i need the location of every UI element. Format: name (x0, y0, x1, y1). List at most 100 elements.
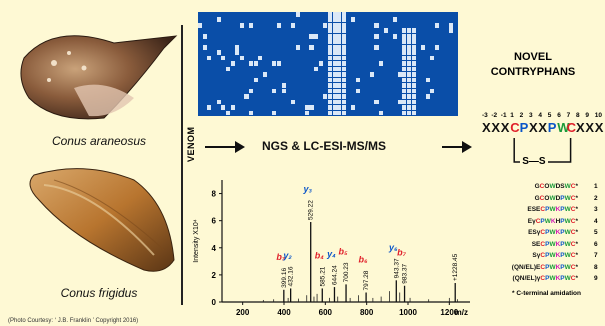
alignment-cell (406, 39, 412, 45)
peptide-number: 8 (594, 263, 598, 271)
alignment-cell (309, 44, 314, 50)
alignment-cell (332, 12, 337, 17)
alignment-cell (332, 88, 337, 94)
peak-ion-label: b₆ (359, 255, 368, 265)
alignment-cell (402, 33, 407, 39)
alignment-cell (328, 50, 333, 55)
x-tick-label: 1000 (399, 308, 417, 317)
alignment-cell (341, 17, 347, 23)
alignment-cell (411, 39, 416, 45)
x-axis-label: m/z (455, 308, 468, 317)
sequence-alignment (198, 12, 458, 116)
alignment-cell (411, 55, 416, 61)
alignment-cell (411, 105, 416, 110)
alignment-cell (374, 99, 379, 105)
alignment-cell (207, 105, 212, 110)
alignment-cell (328, 83, 333, 88)
alignment-cell (276, 22, 282, 28)
alignment-cell (411, 33, 416, 39)
alignment-cell (406, 50, 412, 55)
alignment-cell (337, 66, 342, 72)
peak-ion-label: b₃ (276, 252, 285, 262)
alignment-cell (337, 12, 342, 17)
peptide-sequence: SECPWKPWC* (531, 240, 578, 248)
alignment-cell (341, 33, 347, 39)
alignment-cell (411, 94, 416, 99)
alignment-cell (328, 110, 333, 116)
alignment-cell (406, 33, 412, 39)
alignment-cell (328, 33, 333, 39)
alignment-cell (225, 66, 230, 72)
alignment-cell (332, 72, 337, 77)
alignment-cell (337, 50, 342, 55)
alignment-cell (318, 61, 323, 66)
alignment-cell (393, 17, 398, 23)
alignment-cell (341, 55, 347, 61)
alignment-cell (411, 77, 416, 83)
alignment-cell (258, 55, 263, 61)
motif-residue: C (510, 120, 520, 135)
alignment-cell (406, 44, 412, 50)
alignment-cell (402, 55, 407, 61)
alignment-cell (411, 72, 416, 77)
peak-mz-label: 585.21 (319, 266, 326, 286)
alignment-cell (230, 105, 235, 110)
alignment-cell (406, 72, 412, 77)
shell-photo-conus-frigidus (14, 160, 184, 280)
alignment-cell (411, 99, 416, 105)
alignment-cell (406, 55, 412, 61)
alignment-cell (235, 44, 240, 50)
alignment-cell (304, 110, 309, 116)
alignment-cell (337, 110, 342, 116)
alignment-cell (295, 12, 300, 17)
alignment-cell (411, 66, 416, 72)
alignment-cell (332, 94, 337, 99)
alignment-cell (332, 105, 337, 110)
alignment-cell (225, 110, 230, 116)
peptide-sequence: ESγCPWKPWC* (528, 229, 578, 236)
motif-position-number: -3 (482, 112, 488, 119)
alignment-cell (332, 50, 337, 55)
alignment-cell (448, 22, 453, 28)
alignment-cell (290, 99, 295, 105)
alignment-cell (411, 110, 416, 116)
alignment-cell (402, 61, 407, 66)
alignment-cell (332, 44, 337, 50)
alignment-cell (216, 99, 221, 105)
alignment-cell (304, 105, 309, 110)
y-tick-label: 0 (212, 298, 217, 307)
motif-residue: C (566, 120, 576, 135)
peak-ion-label: b₄ (315, 250, 324, 260)
alignment-cell (314, 33, 319, 39)
alignment-cell (341, 83, 347, 88)
alignment-cell (402, 110, 407, 116)
alignment-cell (249, 110, 254, 116)
method-label: NGS & LC-ESI-MS/MS (262, 139, 387, 153)
alignment-cell (239, 55, 244, 61)
peptide-sequence: EγCPWKHPWC* (527, 217, 578, 225)
alignment-cell (337, 44, 342, 50)
peak-mz-label: 529.22 (308, 200, 315, 220)
alignment-cell (221, 105, 226, 110)
alignment-cell (332, 17, 337, 23)
cone-shell-araneosus-icon (20, 35, 178, 120)
alignment-cell (328, 94, 333, 99)
alignment-cell (341, 105, 347, 110)
x-tick-label: 400 (277, 308, 291, 317)
alignment-cell (221, 55, 226, 61)
alignment-cell (341, 66, 347, 72)
peak-mz-label: 700.23 (343, 262, 350, 282)
motif-residue: W (557, 120, 570, 135)
alignment-cell (406, 94, 412, 99)
x-tick-label: 200 (236, 308, 250, 317)
alignment-cell (337, 61, 342, 66)
alignment-cell (341, 44, 347, 50)
alignment-cell (332, 110, 337, 116)
alignment-cell (328, 77, 333, 83)
alignment-cell (263, 72, 268, 77)
peak-ion-label: y₆ (388, 242, 398, 252)
alignment-cell (402, 83, 407, 88)
cone-shell-frigidus-icon (29, 168, 175, 272)
novel-title-line1: NOVEL (514, 51, 552, 63)
